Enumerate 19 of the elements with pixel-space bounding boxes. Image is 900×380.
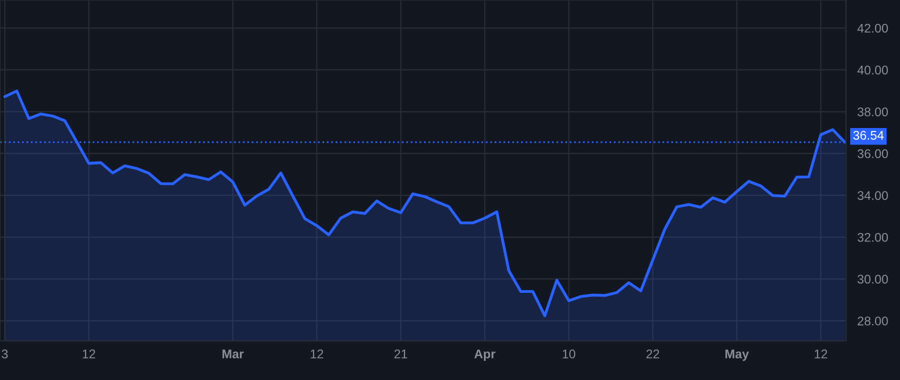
x-tick-label: 10 <box>562 350 576 358</box>
y-tick-label: 32.00 <box>858 232 888 242</box>
x-tick-label: 12 <box>82 350 96 358</box>
y-tick-label: 42.00 <box>857 24 888 33</box>
y-tick-label: 38.00 <box>858 107 888 116</box>
x-tick-label: 22 <box>646 350 660 358</box>
y-tick-label: 34.00 <box>858 191 888 200</box>
x-tick-label: 12 <box>814 350 828 358</box>
y-tick-label: 36.00 <box>858 149 888 158</box>
x-tick-label: 21 <box>394 350 408 358</box>
x-tick-label: 12 <box>310 350 324 358</box>
y-tick-label: 30.00 <box>858 274 888 284</box>
x-tick-label: 3 <box>2 350 8 358</box>
ref-line-label: 36.54 <box>853 130 884 140</box>
x-tick-label: May <box>725 350 749 361</box>
y-tick-label: 28.00 <box>858 316 888 326</box>
y-tick-label: 40.00 <box>857 66 888 74</box>
x-tick-label: Apr <box>474 350 496 361</box>
x-tick-label: Mar <box>222 350 244 358</box>
